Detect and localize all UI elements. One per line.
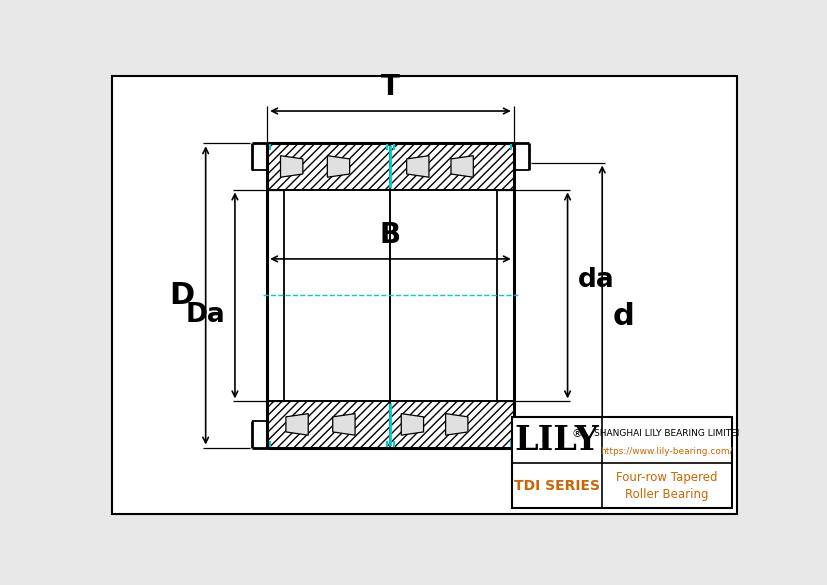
Polygon shape bbox=[445, 414, 467, 435]
Text: ®: ® bbox=[571, 429, 582, 439]
Polygon shape bbox=[390, 401, 513, 448]
Text: da: da bbox=[577, 267, 614, 293]
Polygon shape bbox=[327, 156, 349, 177]
Text: TDI SERIES: TDI SERIES bbox=[514, 479, 600, 493]
Text: Da: Da bbox=[186, 302, 226, 328]
Text: Four-row Tapered
Roller Bearing: Four-row Tapered Roller Bearing bbox=[615, 470, 717, 501]
Text: d: d bbox=[611, 302, 633, 331]
Polygon shape bbox=[285, 414, 308, 435]
Polygon shape bbox=[451, 156, 473, 177]
Bar bbox=[512, 418, 731, 508]
Text: D: D bbox=[169, 281, 194, 310]
Text: https://www.lily-bearing.com/: https://www.lily-bearing.com/ bbox=[600, 448, 732, 456]
Polygon shape bbox=[390, 143, 513, 190]
Text: LILY: LILY bbox=[514, 424, 599, 457]
Polygon shape bbox=[267, 143, 390, 190]
Polygon shape bbox=[267, 401, 390, 448]
Text: SHANGHAI LILY BEARING LIMITEI: SHANGHAI LILY BEARING LIMITEI bbox=[594, 429, 739, 438]
Text: B: B bbox=[380, 221, 400, 249]
Polygon shape bbox=[280, 156, 303, 177]
Polygon shape bbox=[401, 414, 423, 435]
Text: T: T bbox=[380, 73, 399, 101]
Polygon shape bbox=[406, 156, 428, 177]
Polygon shape bbox=[332, 414, 355, 435]
